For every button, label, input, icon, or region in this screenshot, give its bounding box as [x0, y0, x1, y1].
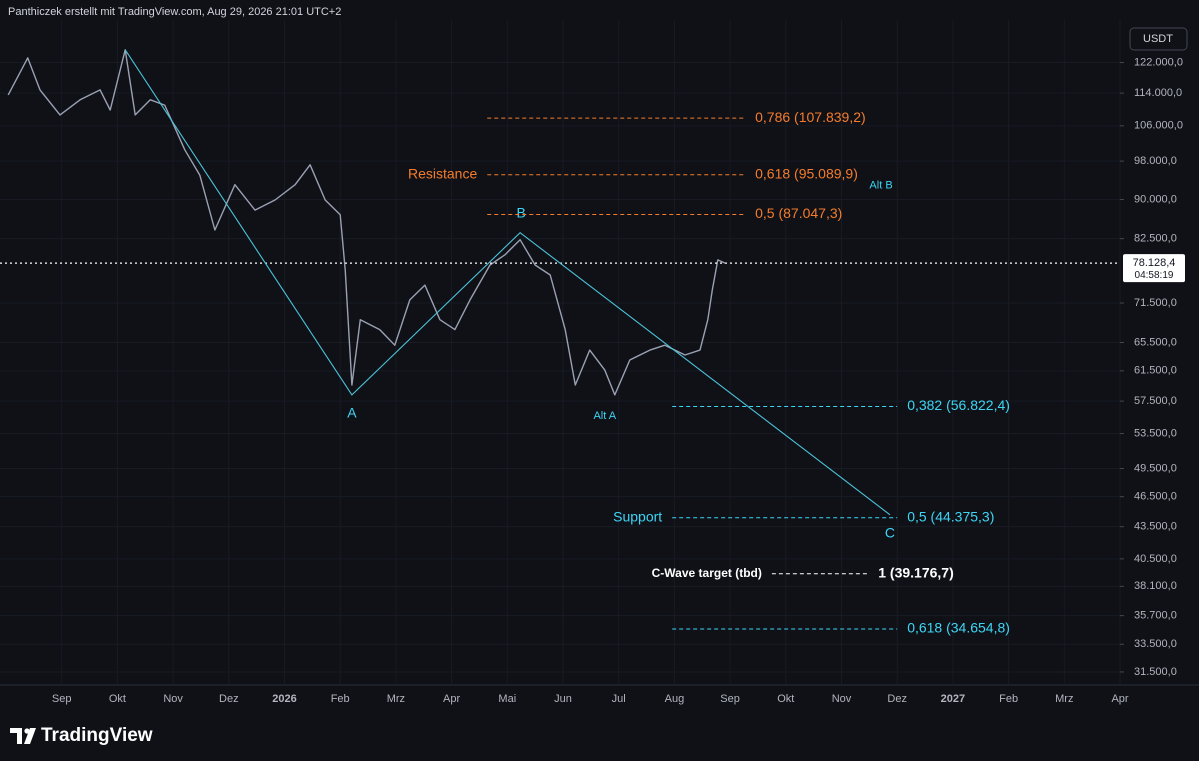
logo-icon[interactable]	[10, 728, 36, 744]
x-tick-label: Mai	[498, 693, 516, 705]
y-tick-label: 35.700,0	[1134, 610, 1177, 622]
x-tick-label: Dez	[887, 693, 907, 705]
x-tick-label: Nov	[163, 693, 183, 705]
y-tick-label: 61.500,0	[1134, 365, 1177, 377]
y-tick-label: 43.500,0	[1134, 521, 1177, 533]
x-tick-label: Okt	[777, 693, 794, 705]
fib-label: 0,618 (34.654,8)	[907, 620, 1010, 636]
currency-box[interactable]	[1129, 27, 1188, 51]
y-tick-label: 65.500,0	[1134, 336, 1177, 348]
y-tick-label: 98.000,0	[1134, 155, 1177, 167]
y-tick-label: 40.500,0	[1134, 553, 1177, 565]
y-tick-label: 46.500,0	[1134, 491, 1177, 503]
fib-prefix: Resistance	[408, 165, 477, 181]
logo-icon-dot[interactable]	[24, 728, 30, 734]
last-price-label: 78.128,4	[1133, 257, 1176, 269]
logo[interactable]: TradingView	[10, 725, 153, 746]
x-tick-label: Jul	[612, 693, 626, 705]
x-tick-label: Mrz	[387, 693, 405, 705]
x-tick-label: Feb	[331, 693, 350, 705]
x-tick-label: Apr	[1111, 693, 1128, 705]
wave-label: B	[517, 204, 526, 220]
fib-label: 1 (39.176,7)	[878, 565, 954, 581]
fib-label: 0,5 (44.375,3)	[907, 508, 994, 524]
fib-label: 0,786 (107.839,2)	[755, 109, 866, 125]
y-tick-label: 82.500,0	[1134, 233, 1177, 245]
x-tick-label: Apr	[443, 693, 460, 705]
price-axis	[1120, 20, 1199, 685]
x-tick-label: Dez	[219, 693, 239, 705]
x-tick-label: Feb	[999, 693, 1018, 705]
wave-label: A	[347, 405, 357, 421]
y-tick-label: 106.000,0	[1134, 120, 1183, 132]
x-tick-label: 2026	[272, 693, 296, 705]
y-tick-label: 71.500,0	[1134, 297, 1177, 309]
y-tick-label: 33.500,0	[1134, 638, 1177, 650]
wave-label: C	[885, 525, 895, 541]
y-tick-label: 114.000,0	[1134, 87, 1182, 99]
y-tick-label: 53.500,0	[1134, 427, 1177, 439]
countdown: 04:58:19	[1135, 270, 1174, 281]
y-tick-label: 122.000,0	[1134, 56, 1183, 68]
fib-prefix: C-Wave target (tbd)	[652, 566, 762, 580]
fib-label: 0,5 (87.047,3)	[755, 205, 842, 221]
wave-label: Alt A	[593, 410, 616, 422]
x-tick-label: Mrz	[1055, 693, 1073, 705]
y-tick-label: 31.500,0	[1134, 666, 1177, 678]
y-tick-label: 57.500,0	[1134, 395, 1177, 407]
fib-prefix: Support	[613, 508, 662, 524]
plot-area: A B C Alt A Alt B 0,786 (107.839,2) 0,618 (95.…	[0, 20, 1121, 685]
wave-label: Alt B	[869, 180, 892, 192]
y-tick-label: 38.100,0	[1134, 580, 1177, 592]
y-tick-label: 49.500,0	[1134, 462, 1177, 474]
y-tick-label: 90.000,0	[1134, 193, 1177, 205]
x-tick-label: Aug	[665, 693, 685, 705]
currency[interactable]: USDT	[1143, 33, 1173, 45]
wave-line	[124, 49, 891, 516]
x-tick-label: Nov	[832, 693, 852, 705]
x-tick-label: 2027	[941, 693, 965, 705]
x-tick-label: Jun	[554, 693, 572, 705]
fib-label: 0,618 (95.089,9)	[755, 165, 858, 181]
x-tick-label: Sep	[52, 693, 72, 705]
header: Panthiczek erstellt mit TradingView.com,…	[8, 6, 341, 18]
x-tick-label: Okt	[109, 693, 126, 705]
price-line	[7, 49, 726, 396]
logo-text[interactable]: TradingView	[41, 725, 153, 746]
fib-label: 0,382 (56.822,4)	[907, 397, 1010, 413]
x-tick-label: Sep	[720, 693, 740, 705]
last-price-box	[1123, 254, 1185, 283]
